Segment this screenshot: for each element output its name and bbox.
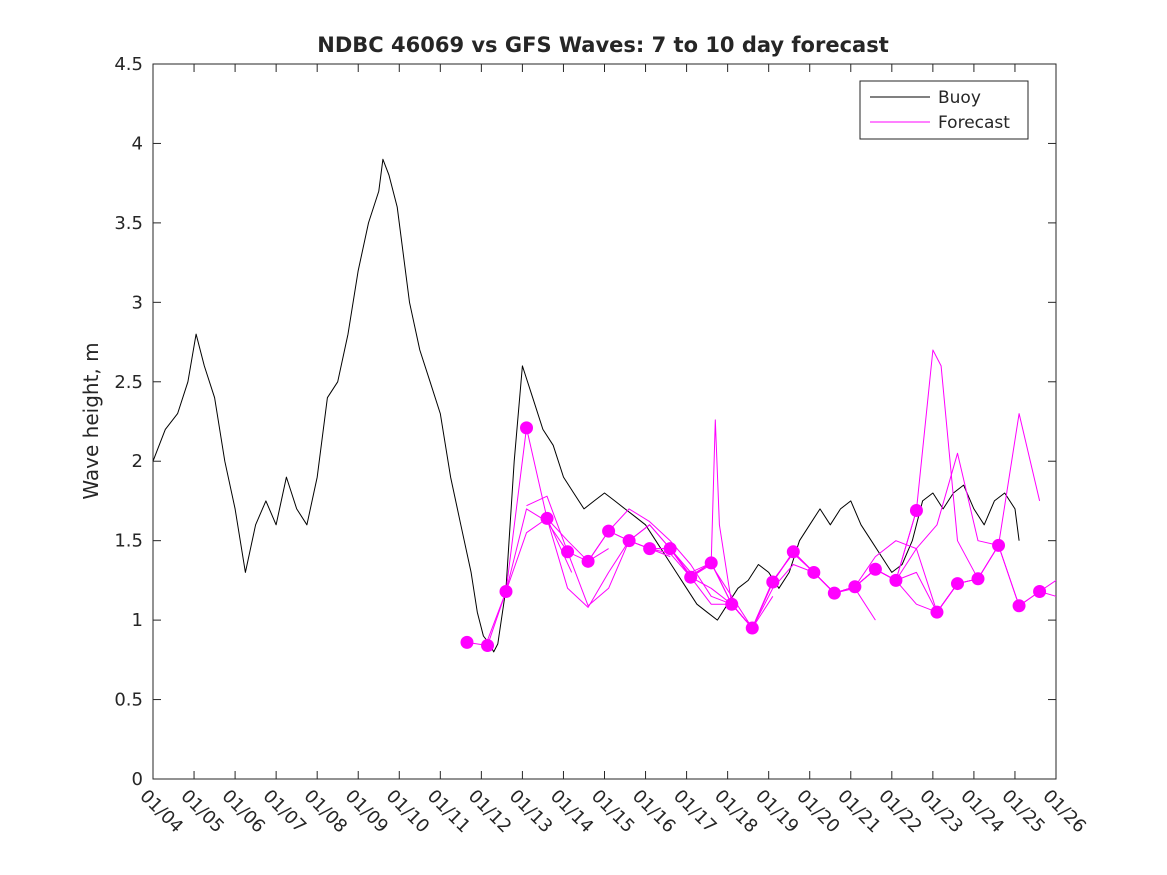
forecast-point bbox=[704, 556, 718, 570]
chart-title: NDBC 46069 vs GFS Waves: 7 to 10 day for… bbox=[317, 33, 888, 57]
y-tick-label: 3.5 bbox=[114, 213, 143, 234]
forecast-series-line bbox=[813, 452, 999, 594]
forecast-point bbox=[481, 639, 495, 653]
forecast-point bbox=[499, 585, 513, 599]
y-tick-label: 1.5 bbox=[114, 531, 143, 552]
forecast-point bbox=[807, 565, 821, 579]
forecast-point bbox=[1012, 599, 1026, 613]
forecast-point bbox=[868, 562, 882, 576]
forecast-point bbox=[663, 542, 677, 556]
forecast-point bbox=[581, 554, 595, 568]
y-tick-label: 0.5 bbox=[114, 690, 143, 711]
legend-forecast-label: Forecast bbox=[938, 113, 1010, 133]
forecast-point bbox=[992, 538, 1006, 552]
forecast-series-line bbox=[628, 524, 814, 629]
y-tick-label: 2 bbox=[132, 451, 143, 472]
legend-buoy-label: Buoy bbox=[938, 88, 981, 108]
y-tick-label: 0 bbox=[132, 769, 143, 790]
y-tick-label: 4 bbox=[132, 133, 143, 154]
y-tick-label: 2.5 bbox=[114, 372, 143, 393]
forecast-series-line bbox=[546, 508, 732, 605]
legend-box bbox=[859, 80, 1029, 140]
forecast-point bbox=[971, 572, 985, 586]
forecast-point bbox=[827, 586, 841, 600]
buoy-series-line bbox=[152, 158, 1020, 653]
forecast-point bbox=[460, 635, 474, 649]
series-layer bbox=[152, 158, 1057, 653]
forecast-point bbox=[786, 545, 800, 559]
forecast-point bbox=[561, 545, 575, 559]
forecast-point bbox=[602, 524, 616, 538]
y-tick-label: 1 bbox=[132, 610, 143, 631]
forecast-point bbox=[622, 534, 636, 548]
forecast-point bbox=[930, 605, 944, 619]
forecast-point bbox=[540, 511, 554, 525]
forecast-point bbox=[643, 542, 657, 556]
forecast-point bbox=[1033, 585, 1047, 599]
y-axis: 0 0.5 1 1.5 2 2.5 3 3.5 4 4.5 bbox=[114, 54, 1056, 790]
forecast-point bbox=[684, 570, 698, 584]
forecast-point bbox=[766, 575, 780, 589]
forecast-point bbox=[745, 621, 759, 635]
y-tick-label: 3 bbox=[132, 292, 143, 313]
forecast-point bbox=[725, 597, 739, 611]
forecast-point bbox=[848, 580, 862, 594]
forecast-point bbox=[520, 421, 534, 435]
forecast-point bbox=[950, 577, 964, 591]
y-tick-label: 4.5 bbox=[114, 54, 143, 75]
legend: Buoy Forecast bbox=[859, 80, 1029, 140]
forecast-markers bbox=[460, 421, 1047, 653]
y-axis-label: Wave height, m bbox=[79, 342, 103, 499]
forecast-point bbox=[889, 573, 903, 587]
forecast-point bbox=[909, 503, 923, 517]
